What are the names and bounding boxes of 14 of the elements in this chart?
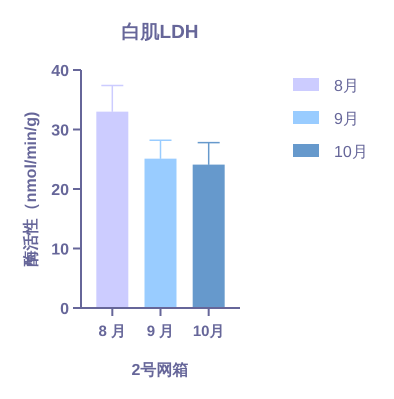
legend-label: 8月 [334,78,359,95]
y-tick-label: 40 [51,63,70,80]
x-tick-label: 8 月 [98,323,126,340]
legend-label: 9月 [334,111,359,128]
y-tick-label: 20 [51,182,70,199]
y-tick-label: 0 [60,301,70,318]
x-tick-label: 10月 [192,323,225,340]
y-tick-label: 30 [51,122,70,140]
y-axis-title: 酶活性（nmol/min/g) [22,112,40,266]
x-axis-title: 2号网箱 [132,361,188,379]
x-tick-label: 9 月 [146,323,174,340]
legend-label: 10月 [334,144,368,161]
y-tick-label: 10 [51,242,70,258]
chart-title: 白肌LDH [121,22,199,43]
